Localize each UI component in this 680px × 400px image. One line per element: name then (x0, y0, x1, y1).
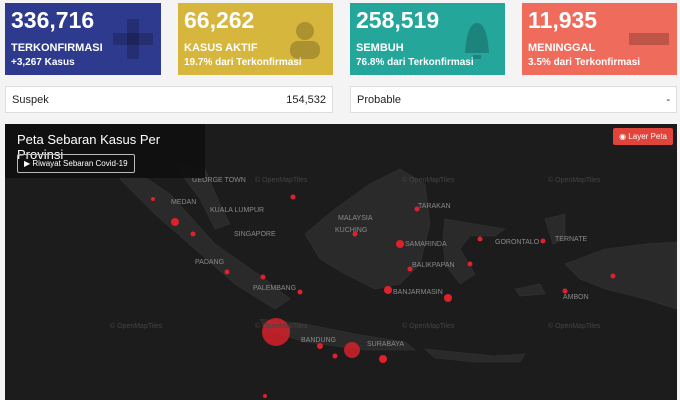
info-row: Probable - (350, 86, 677, 113)
stat-card: 66,262 KASUS AKTIF 19.7% dari Terkonfirmas… (178, 3, 333, 75)
card-icon (465, 23, 489, 59)
marker (190, 231, 196, 237)
info-value: 154,532 (286, 94, 326, 106)
stat-card: 258,519 SEMBUH 76.8% dari Terkonfirmasi (350, 3, 505, 75)
info-label: Probable (357, 94, 402, 106)
watermark: © OpenMapTiles (402, 322, 455, 330)
stat-value: 336,716 (11, 7, 95, 33)
map-panel[interactable]: GEORGE TOWN MEDAN KUALA LUMPUR SINGAPORE PAD… (5, 124, 677, 400)
button-text: Riwayat Sebaran Covid-19 (32, 159, 128, 168)
marker (379, 355, 387, 363)
marker (262, 318, 290, 346)
marker (332, 353, 338, 359)
place-labels: GEORGE TOWN MEDAN KUALA LUMPUR SINGAPORE PAD… (110, 176, 601, 348)
info-label: Suspek (12, 94, 49, 106)
marker (224, 269, 230, 275)
watermark: © OpenMapTiles (548, 176, 601, 184)
place-label: PALEMBANG (253, 285, 296, 292)
marker (444, 294, 452, 302)
marker (562, 288, 568, 294)
stat-label: TERKONFIRMASI (11, 42, 103, 54)
place-label: GORONTALO (495, 239, 540, 246)
marker (260, 274, 266, 280)
marker (467, 261, 473, 267)
stat-sub: 3.5% dari Terkonfirmasi (528, 57, 641, 68)
place-label: BANJARMASIN (393, 289, 443, 296)
marker (396, 240, 404, 248)
stat-value: 258,519 (356, 7, 440, 33)
case-markers (151, 194, 616, 398)
place-label: TERNATE (555, 236, 587, 243)
watermark: © OpenMapTiles (548, 322, 601, 330)
marker (610, 273, 616, 279)
stat-label: KASUS AKTIF (184, 42, 258, 54)
place-label: KUCHING (335, 227, 367, 234)
history-button[interactable]: ▶ Riwayat Sebaran Covid-19 (17, 154, 135, 173)
place-label: MEDAN (171, 199, 196, 206)
marker (297, 289, 303, 295)
place-label: BANDUNG (301, 337, 336, 344)
stat-value: 11,935 (528, 7, 598, 33)
marker (344, 342, 360, 358)
marker (352, 231, 358, 237)
marker (414, 206, 420, 212)
place-label: KUALA LUMPUR (210, 207, 264, 214)
stat-value: 66,262 (184, 7, 255, 33)
land (119, 163, 677, 363)
watermark: © OpenMapTiles (255, 176, 308, 184)
card-icon (290, 22, 320, 59)
info-value: - (666, 94, 670, 106)
marker (384, 286, 392, 294)
button-text: Layer Peta (628, 132, 667, 141)
place-label: SAMARINDA (405, 241, 447, 248)
stat-sub: 19.7% dari Terkonfirmasi (184, 57, 302, 68)
map: GEORGE TOWN MEDAN KUALA LUMPUR SINGAPORE PAD… (110, 163, 677, 398)
place-label: BALIKPAPAN (412, 262, 455, 269)
watermark: © OpenMapTiles (255, 322, 308, 330)
stat-label: MENINGGAL (528, 42, 596, 54)
stat-card: 11,935 MENINGGAL 3.5% dari Terkonfirmasi (522, 3, 677, 75)
stat-card: 336,716 TERKONFIRMASI +3,267 Kasus (5, 3, 161, 75)
marker (407, 266, 413, 272)
watermark: © OpenMapTiles (402, 176, 455, 184)
place-label: PADANG (195, 259, 224, 266)
marker (263, 394, 267, 398)
stat-sub: +3,267 Kasus (11, 57, 75, 68)
marker (290, 194, 296, 200)
watermark: © OpenMapTiles (110, 322, 163, 330)
marker (540, 238, 546, 244)
place-label: TARAKAN (418, 203, 451, 210)
place-label: MALAYSIA (338, 215, 373, 222)
info-row: Suspek 154,532 (5, 86, 333, 113)
layer-button[interactable]: ◉ Layer Peta (613, 128, 673, 145)
map-header: Peta Sebaran Kasus Per Provinsi ▶ Riwaya… (5, 124, 205, 178)
place-label: SURABAYA (367, 341, 404, 348)
stat-sub: 76.8% dari Terkonfirmasi (356, 57, 474, 68)
place-label: GEORGE TOWN (192, 177, 246, 184)
stat-label: SEMBUH (356, 42, 404, 54)
place-label: AMBON (563, 294, 589, 301)
place-label: SINGAPORE (234, 231, 276, 238)
marker (317, 343, 323, 349)
marker (477, 236, 483, 242)
card-icon (629, 33, 669, 45)
marker (171, 218, 179, 226)
card-icon (113, 19, 153, 59)
marker (151, 197, 155, 201)
